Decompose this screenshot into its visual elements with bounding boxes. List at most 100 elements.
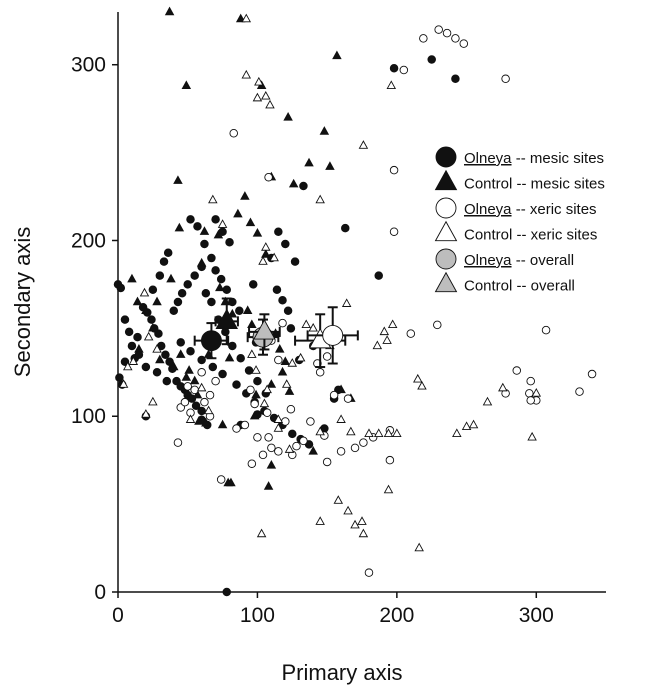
- data-point: [235, 13, 246, 23]
- data-point: [383, 484, 394, 494]
- data-point: [222, 285, 232, 294]
- data-point: [482, 396, 493, 406]
- data-point: [115, 373, 124, 382]
- legend: Olneya -- mesic sites Control -- mesic si…: [434, 146, 605, 295]
- data-point: [225, 237, 234, 247]
- data-point: [180, 397, 190, 407]
- axes: [117, 12, 606, 593]
- data-point: [278, 295, 287, 305]
- data-point: [383, 428, 394, 438]
- data-point: [226, 477, 236, 487]
- legend-label: Olneya -- mesic sites: [464, 150, 604, 167]
- data-point: [252, 92, 263, 102]
- data-point: [181, 372, 192, 381]
- data-point: [274, 344, 285, 353]
- legend-label: Olneya -- overall: [464, 252, 574, 269]
- data-point: [190, 385, 199, 395]
- data-point: [185, 414, 196, 423]
- data-point: [399, 65, 409, 75]
- data-point: [124, 327, 134, 337]
- data-point: [247, 319, 257, 329]
- data-point: [183, 280, 192, 289]
- data-point: [281, 239, 290, 249]
- data-point: [527, 431, 537, 441]
- data-point: [143, 331, 154, 341]
- data-point: [261, 90, 271, 100]
- data-point: [251, 365, 261, 374]
- data-point: [427, 55, 436, 64]
- data-point: [241, 13, 252, 23]
- data-point: [442, 28, 452, 38]
- x-tick-label: 100: [240, 604, 275, 627]
- data-point: [196, 382, 207, 392]
- summary-points: [193, 297, 359, 369]
- data-point: [256, 528, 267, 538]
- data-point: [211, 215, 220, 224]
- data-point: [290, 257, 300, 266]
- data-point: [306, 417, 315, 426]
- data-point: [382, 335, 392, 344]
- data-point: [161, 350, 170, 359]
- data-point: [264, 433, 273, 442]
- data-point: [240, 420, 250, 430]
- data-point: [281, 379, 292, 388]
- data-point: [221, 327, 230, 337]
- y-axis-title: Secondary axis: [10, 227, 35, 377]
- data-point: [526, 376, 535, 386]
- data-points: [113, 6, 597, 597]
- data-point: [364, 428, 374, 438]
- data-point: [228, 297, 237, 307]
- data-point: [159, 257, 169, 266]
- data-point: [174, 222, 185, 232]
- data-point: [247, 459, 257, 468]
- data-point: [162, 376, 172, 386]
- data-point: [173, 297, 183, 307]
- data-point: [216, 475, 226, 484]
- data-point: [286, 324, 296, 333]
- data-point: [452, 428, 462, 438]
- data-point: [308, 445, 318, 455]
- data-point: [141, 362, 151, 372]
- x-tick-label: 200: [379, 604, 414, 627]
- data-point: [224, 352, 235, 362]
- data-point: [283, 112, 293, 121]
- data-point: [357, 516, 367, 525]
- data-point: [373, 428, 384, 438]
- data-point: [169, 361, 179, 371]
- data-point: [350, 443, 360, 453]
- data-point: [288, 429, 297, 439]
- data-point: [127, 273, 137, 283]
- y-tick-label: 300: [71, 54, 106, 77]
- data-point: [266, 460, 277, 469]
- data-point: [266, 379, 277, 388]
- data-point: [451, 74, 460, 84]
- data-point: [152, 296, 162, 306]
- data-point: [263, 481, 274, 490]
- data-point: [292, 441, 301, 451]
- data-point: [173, 438, 183, 447]
- data-point: [134, 344, 144, 353]
- data-point: [186, 215, 195, 224]
- data-point: [364, 568, 374, 577]
- data-point: [284, 444, 295, 453]
- data-point: [265, 99, 275, 109]
- data-point: [261, 249, 271, 258]
- data-point: [184, 365, 194, 374]
- data-point: [343, 505, 353, 515]
- data-point: [272, 285, 282, 294]
- data-point: [434, 25, 443, 34]
- data-point: [193, 222, 202, 231]
- data-point: [274, 227, 283, 236]
- data-point: [392, 428, 402, 438]
- data-point: [155, 354, 165, 364]
- data-point: [152, 368, 162, 377]
- data-point: [207, 297, 216, 307]
- data-point: [127, 341, 137, 351]
- data-point: [419, 34, 428, 43]
- legend-label: Olneya -- xeric sites: [464, 201, 597, 218]
- data-point: [526, 396, 535, 405]
- data-point: [211, 376, 220, 386]
- legend-label: Control -- overall: [464, 278, 575, 295]
- data-point: [259, 398, 270, 408]
- data-point: [196, 257, 207, 267]
